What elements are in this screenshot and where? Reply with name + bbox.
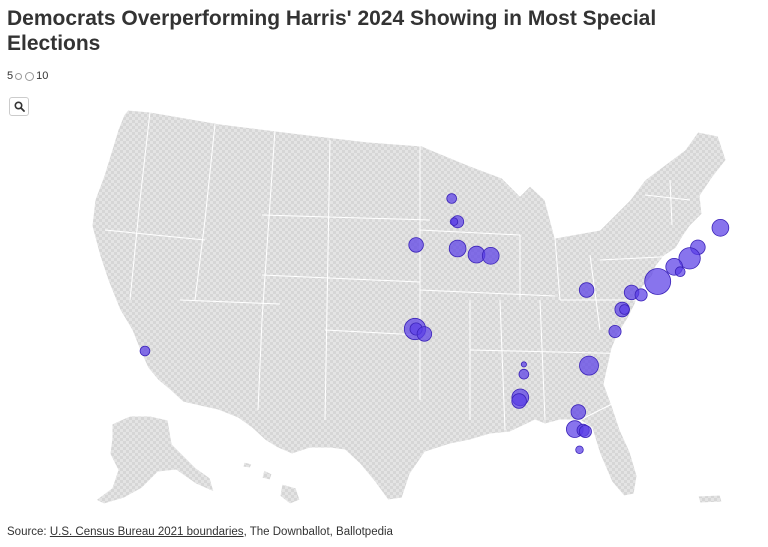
source-prefix: Source:: [7, 526, 47, 538]
election-marker-25[interactable]: [449, 217, 459, 226]
election-marker-17[interactable]: [578, 424, 592, 438]
source-rest: , The Downballot, Ballotpedia: [243, 526, 393, 538]
state-borders: [104, 111, 691, 431]
election-marker-8[interactable]: [634, 288, 648, 302]
legend-max-label: 10: [36, 70, 49, 82]
legend-large-circle-icon: [25, 71, 35, 81]
election-marker-26[interactable]: [408, 237, 424, 253]
election-marker-29[interactable]: [481, 247, 500, 265]
size-legend: 5 10: [7, 70, 48, 82]
election-marker-12[interactable]: [608, 324, 622, 338]
puerto-rico-shape: [697, 494, 723, 504]
election-marker-19[interactable]: [520, 361, 527, 368]
election-marker-18[interactable]: [575, 445, 584, 454]
election-marker-22[interactable]: [511, 393, 527, 409]
zoom-button[interactable]: [9, 97, 29, 116]
election-marker-13[interactable]: [579, 355, 599, 376]
hawaii-shape: [242, 461, 301, 505]
election-marker-27[interactable]: [448, 239, 467, 258]
census-link[interactable]: U.S. Census Bureau 2021 boundaries: [49, 526, 244, 538]
election-marker-6[interactable]: [644, 268, 672, 295]
map-title: Democrats Overperforming Harris' 2024 Sh…: [7, 7, 657, 55]
election-marker-23[interactable]: [446, 193, 458, 204]
election-marker-33[interactable]: [139, 345, 151, 357]
us-map[interactable]: [0, 100, 768, 512]
election-marker-20[interactable]: [518, 368, 530, 380]
legend-min-label: 5: [7, 70, 14, 82]
election-marker-32[interactable]: [416, 326, 433, 342]
legend-small-circle-icon: [15, 72, 23, 80]
election-marker-3[interactable]: [678, 247, 701, 270]
alaska-shape: [95, 415, 215, 505]
marker-layer[interactable]: [139, 193, 730, 454]
election-marker-11[interactable]: [619, 304, 630, 315]
search-icon: [13, 101, 25, 112]
election-marker-9[interactable]: [578, 282, 595, 298]
election-marker-1[interactable]: [711, 219, 730, 237]
source-note: Source: U.S. Census Bureau 2021 boundari…: [7, 526, 393, 538]
election-marker-5[interactable]: [674, 266, 686, 278]
election-marker-14[interactable]: [570, 404, 587, 420]
contiguous-us-shape: [91, 109, 727, 501]
